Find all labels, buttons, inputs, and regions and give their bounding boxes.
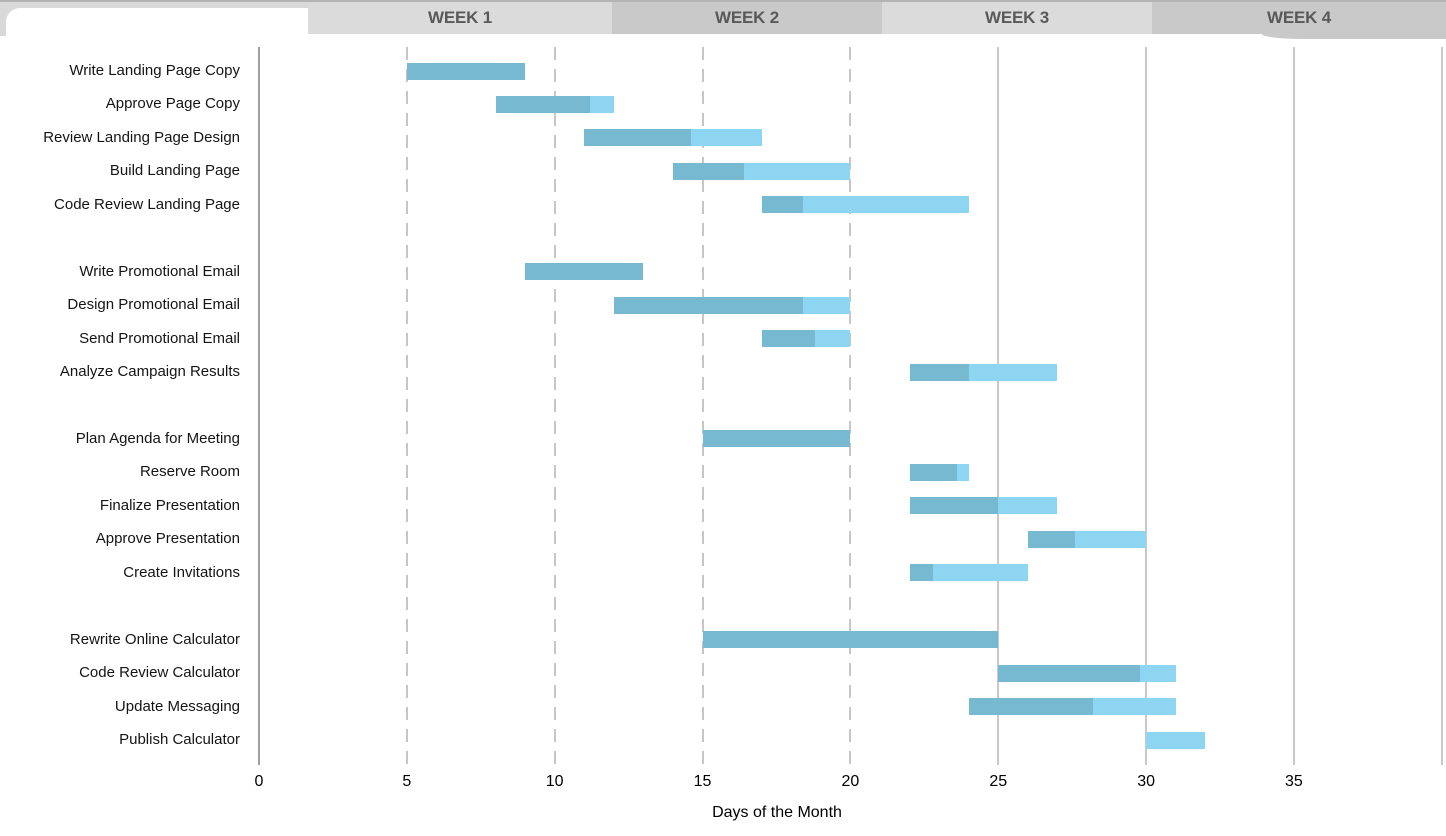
gridline-day-10	[553, 47, 556, 765]
gantt-bar-complete	[998, 664, 1141, 682]
task-label: Build Landing Page	[109, 162, 240, 180]
gantt-bar-complete	[761, 330, 815, 348]
gantt-bar-complete	[968, 698, 1093, 716]
task-label: Publish Calculator	[119, 731, 240, 748]
gantt-bar-complete	[909, 497, 999, 515]
x-tick-35: 35	[1285, 773, 1303, 790]
week-band-1: WEEK 1	[308, 2, 612, 34]
gantt-bar-complete	[702, 631, 999, 649]
task-label: Code Review Landing Page	[54, 195, 240, 213]
gantt-bar[interactable]	[1027, 530, 1147, 548]
gantt-bar[interactable]	[495, 95, 614, 113]
week-band-3: WEEK 3	[882, 2, 1152, 34]
gantt-bar-complete	[584, 129, 691, 147]
task-label: Review Landing Page Design	[43, 128, 240, 146]
week-band-label: WEEK 2	[715, 8, 779, 27]
task-label: Finalize Presentation	[99, 496, 240, 514]
panel-corner-patch	[1262, 34, 1446, 39]
week-band-4: WEEK 4	[1152, 2, 1446, 34]
gantt-bar[interactable]	[702, 631, 999, 649]
gantt-bar-complete	[495, 95, 591, 113]
task-label: Plan Agenda for Meeting	[75, 429, 240, 447]
gantt-bar[interactable]	[672, 162, 851, 180]
x-tick-15: 15	[693, 773, 712, 790]
gridline-day-25	[997, 47, 1000, 765]
task-label: Write Landing Page Copy	[69, 62, 240, 79]
gridline-day-0	[258, 47, 260, 765]
week-band-label: WEEK 1	[428, 8, 492, 27]
task-label: Send Promotional Email	[79, 329, 240, 347]
gridline-day-5	[405, 47, 408, 765]
gantt-bar-complete	[909, 564, 934, 582]
task-label: Approve Page Copy	[105, 95, 240, 113]
window-top-edge	[0, 0, 1446, 2]
task-label: Approve Presentation	[95, 530, 240, 548]
gantt-bar[interactable]	[525, 263, 644, 281]
task-label: Design Promotional Email	[67, 296, 240, 314]
gantt-bar[interactable]	[909, 564, 1028, 582]
gridline-day-35	[1292, 47, 1295, 765]
task-label: Reserve Room	[139, 463, 240, 481]
task-label: Update Messaging	[114, 697, 240, 715]
gantt-bar[interactable]	[761, 196, 969, 214]
task-label: Create Invitations	[123, 563, 240, 581]
x-tick-25: 25	[989, 773, 1008, 790]
gantt-bar[interactable]	[1146, 731, 1206, 749]
gridline-day-30	[1145, 47, 1148, 765]
gantt-bar-complete	[909, 363, 969, 381]
x-tick-30: 30	[1137, 773, 1155, 790]
gantt-bar[interactable]	[406, 62, 526, 80]
gantt-bar-complete	[525, 263, 644, 281]
week-band-label: WEEK 3	[985, 8, 1049, 27]
gridline-day-40	[1440, 47, 1443, 765]
task-label: Write Promotional Email	[79, 262, 240, 280]
gantt-bar[interactable]	[613, 296, 851, 314]
gantt-bar[interactable]	[909, 497, 1058, 515]
x-tick-10: 10	[545, 773, 564, 790]
gridline-day-15	[701, 47, 704, 765]
gantt-bar[interactable]	[584, 129, 762, 147]
gantt-bar-complete	[909, 463, 957, 481]
gantt-bar-complete	[702, 430, 851, 448]
gantt-bar[interactable]	[761, 330, 851, 348]
x-tick-0: 0	[254, 773, 264, 790]
gantt-bar[interactable]	[998, 664, 1176, 682]
gantt-bar[interactable]	[909, 363, 1058, 381]
week-band-2: WEEK 2	[612, 2, 882, 34]
gantt-bar-complete	[406, 62, 526, 80]
gantt-bar-complete	[613, 296, 804, 314]
gantt-bar-complete	[672, 162, 744, 180]
x-tick-5: 5	[402, 773, 412, 790]
task-label: Code Review Calculator	[79, 664, 240, 682]
gridline-day-20	[849, 47, 852, 765]
gantt-bar[interactable]	[909, 463, 969, 481]
x-tick-20: 20	[841, 773, 860, 790]
task-label: Rewrite Online Calculator	[69, 630, 240, 648]
gantt-bar[interactable]	[968, 698, 1176, 716]
gantt-bar-complete	[761, 196, 804, 214]
week-band-label: WEEK 4	[1267, 8, 1331, 27]
task-label: Analyze Campaign Results	[59, 363, 240, 381]
x-axis-title: Days of the Month	[712, 804, 842, 821]
gantt-bar-complete	[1027, 530, 1076, 548]
gantt-bar[interactable]	[702, 430, 851, 448]
